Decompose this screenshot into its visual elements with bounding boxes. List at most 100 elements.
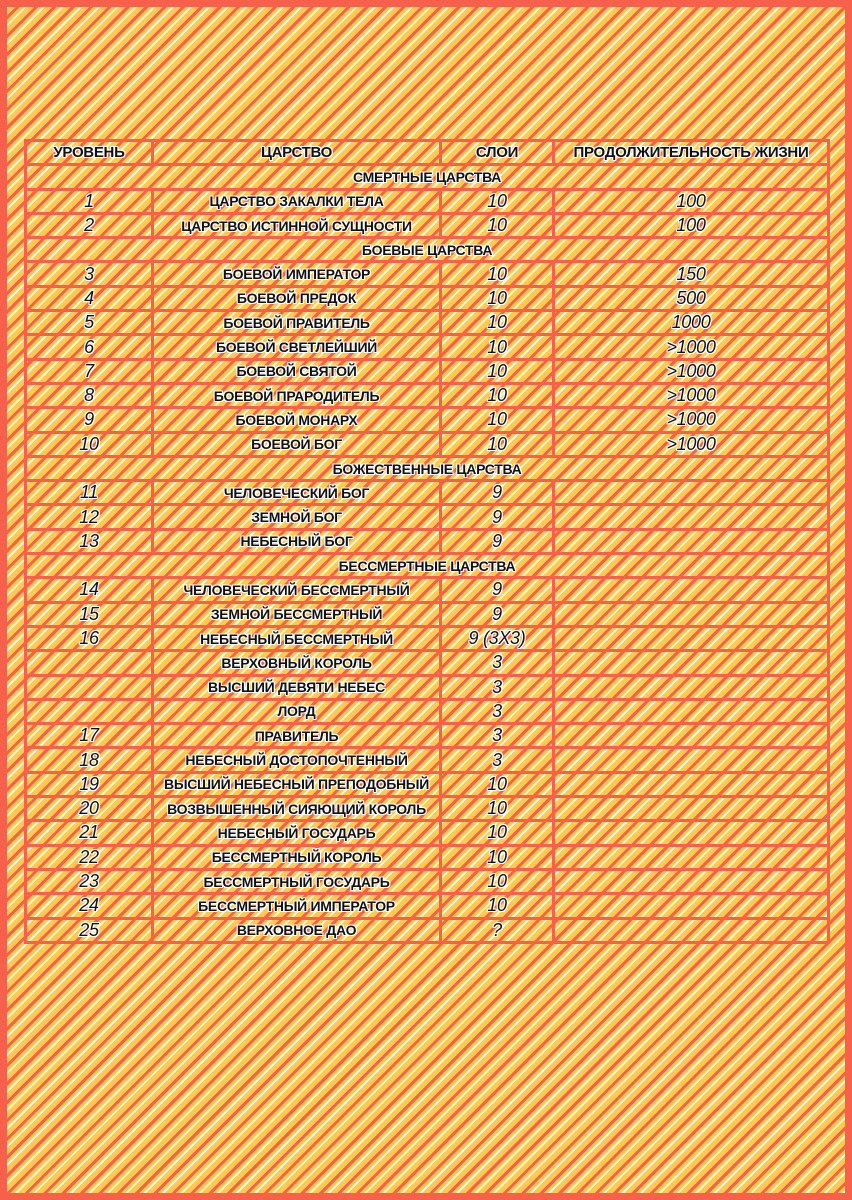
cell-level: 7 (24, 357, 154, 385)
cell-level: 5 (24, 309, 154, 337)
table-row: 7 Боевой святой 10 >1000 (24, 357, 830, 385)
cell-realm: Боевой правитель (151, 309, 442, 337)
cell-lifespan (552, 819, 830, 847)
section-row: Боевые царства (24, 236, 830, 264)
table-row: 6 Боевой светлейший 10 >1000 (24, 333, 830, 361)
cell-realm: Бессмертный государь (151, 867, 442, 896)
cell-lifespan (552, 576, 830, 604)
cell-lifespan: >1000 (552, 357, 830, 385)
table-row: Лорд 3 (24, 697, 830, 726)
cell-layers: 10 (439, 309, 555, 337)
cell-layers: 3 (439, 673, 555, 701)
cell-layers: 9 (439, 527, 555, 556)
table-row: 10 Боевой бог 10 >1000 (24, 430, 830, 458)
cell-layers: 10 (439, 406, 555, 434)
cell-level: 19 (24, 770, 154, 799)
table-row: 9 Боевой монарх 10 >1000 (24, 406, 830, 434)
cell-level: 10 (24, 430, 154, 458)
cell-layers: 10 (439, 260, 555, 288)
cell-level: 15 (24, 600, 154, 628)
table-row: 13 Небесный бог 9 (24, 527, 830, 556)
cell-realm: Верховный король (151, 649, 442, 677)
cell-level: 13 (24, 527, 154, 556)
cell-layers: 3 (439, 697, 555, 726)
table-row: 18 Небесный достопочтенный 3 (24, 746, 830, 774)
cell-realm: Высший девяти небес (151, 673, 442, 701)
section-title: Бессмертные царства (24, 552, 830, 580)
table-row: Верховный король 3 (24, 649, 830, 677)
cell-realm: Боевой император (151, 260, 442, 288)
cell-level: 8 (24, 381, 154, 410)
header-layers: Слои (439, 138, 555, 167)
cell-realm: Царство истинной сущности (151, 211, 442, 240)
cell-realm: Бессмертный император (151, 892, 442, 920)
header-realm: Царство (151, 138, 442, 167)
cell-realm: Лорд (151, 697, 442, 726)
realms-table: Уровень Царство Слои Продолжительность ж… (24, 138, 830, 944)
cell-realm: Небесный бог (151, 527, 442, 556)
cell-realm: Человеческий бессмертный (151, 576, 442, 604)
cell-lifespan (552, 794, 830, 823)
table-row: 19 Высший небесный преподобный 10 (24, 770, 830, 799)
cell-layers: 10 (439, 867, 555, 896)
cell-layers: 3 (439, 746, 555, 774)
cell-layers: 9 (439, 503, 555, 531)
cell-realm: Боевой прародитель (151, 381, 442, 410)
cell-lifespan: >1000 (552, 333, 830, 361)
cell-level (24, 697, 154, 726)
cell-lifespan (552, 892, 830, 920)
cell-lifespan (552, 770, 830, 799)
cell-realm: Возвышенный сияющий король (151, 794, 442, 823)
cell-realm: Боевой святой (151, 357, 442, 385)
cell-realm: Царство закалки тела (151, 187, 442, 215)
cell-lifespan: >1000 (552, 406, 830, 434)
cell-level: 16 (24, 624, 154, 653)
cell-layers: 10 (439, 819, 555, 847)
cell-layers: 10 (439, 284, 555, 313)
table-row: 20 Возвышенный сияющий король 10 (24, 794, 830, 823)
cell-lifespan: >1000 (552, 381, 830, 410)
header-lifespan: Продолжительность жизни (552, 138, 830, 167)
cell-level: 20 (24, 794, 154, 823)
cell-layers: ? (439, 916, 555, 944)
cell-realm: Бессмертный король (151, 843, 442, 871)
cell-level: 17 (24, 722, 154, 750)
table-row: 14 Человеческий бессмертный 9 (24, 576, 830, 604)
cell-realm: Верховное дао (151, 916, 442, 944)
cell-layers: 10 (439, 211, 555, 240)
cell-level: 22 (24, 843, 154, 871)
cell-level: 9 (24, 406, 154, 434)
cell-lifespan (552, 843, 830, 871)
table-row: 23 Бессмертный государь 10 (24, 867, 830, 896)
section-title: Боевые царства (24, 236, 830, 264)
cell-realm: Человеческий бог (151, 479, 442, 507)
cell-lifespan: 150 (552, 260, 830, 288)
cell-level: 23 (24, 867, 154, 896)
cell-lifespan (552, 600, 830, 628)
cell-level (24, 649, 154, 677)
table-row: 3 Боевой император 10 150 (24, 260, 830, 288)
table-row: 12 Земной бог 9 (24, 503, 830, 531)
header-level: Уровень (24, 138, 154, 167)
cell-lifespan (552, 649, 830, 677)
cell-layers: 10 (439, 843, 555, 871)
cell-lifespan (552, 624, 830, 653)
cell-realm: Высший небесный преподобный (151, 770, 442, 799)
cell-level: 3 (24, 260, 154, 288)
cell-level: 25 (24, 916, 154, 944)
cell-lifespan (552, 673, 830, 701)
table-row: 11 Человеческий бог 9 (24, 479, 830, 507)
table-row: 1 Царство закалки тела 10 100 (24, 187, 830, 215)
cell-realm: Боевой светлейший (151, 333, 442, 361)
cell-level: 21 (24, 819, 154, 847)
cell-level: 1 (24, 187, 154, 215)
cell-layers: 9 (439, 479, 555, 507)
cell-lifespan: 100 (552, 187, 830, 215)
table-row: Высший девяти небес 3 (24, 673, 830, 701)
cell-layers: 10 (439, 357, 555, 385)
cell-lifespan (552, 746, 830, 774)
cell-level: 4 (24, 284, 154, 313)
cell-lifespan (552, 722, 830, 750)
cell-realm: Небесный достопочтенный (151, 746, 442, 774)
cell-level (24, 673, 154, 701)
